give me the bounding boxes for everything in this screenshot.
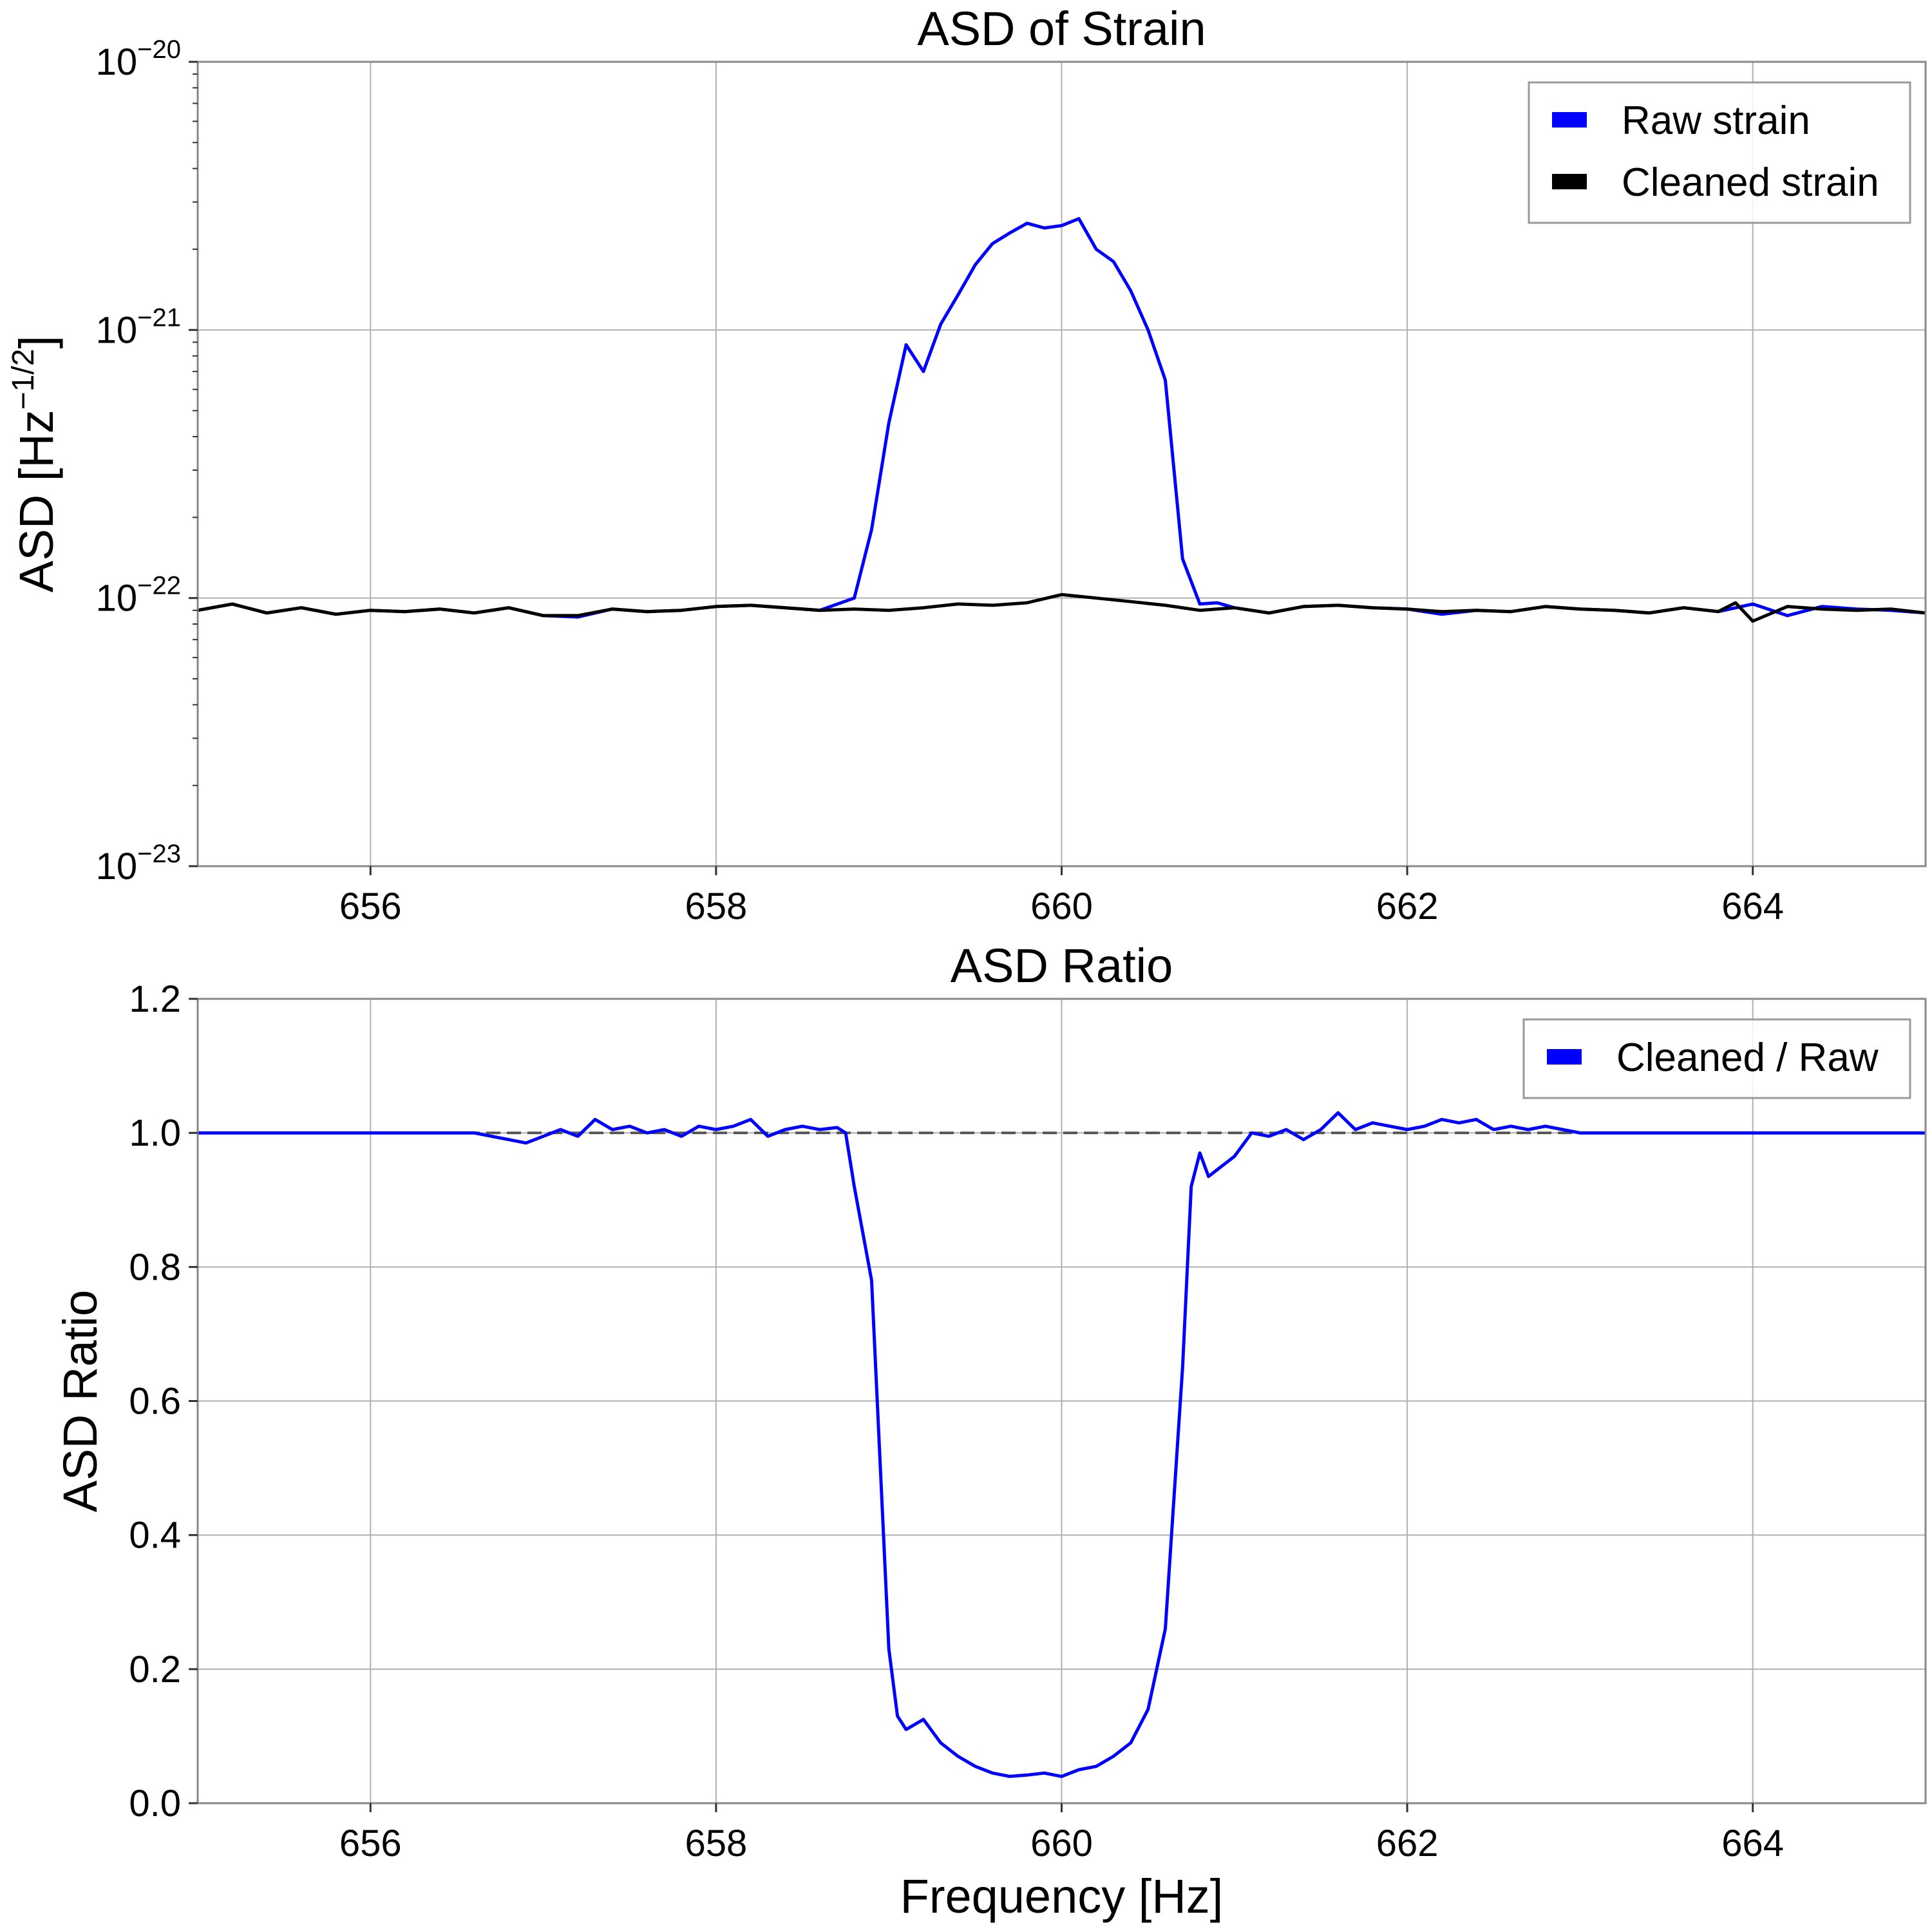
asd-strain-ytick-base: 10 xyxy=(96,578,138,620)
asd-ratio-legend: Cleaned / Raw xyxy=(1522,1018,1911,1099)
asd-ratio-ticks: 656 658 660 662 664 0.0 0.2 0.4 0.6 0.8 1.0 1.2 xyxy=(129,978,1784,1864)
asd-strain-ytick-exponent: −20 xyxy=(137,35,181,64)
asd-strain-ylabel-base: ASD [Hz xyxy=(10,410,63,592)
asd-strain-title: ASD of Strain xyxy=(917,2,1206,55)
asd-ratio-ylabel: ASD Ratio xyxy=(53,1290,107,1512)
asd-ratio-legend-swatch-cleaned-raw xyxy=(1547,1049,1582,1065)
asd-ratio-xtick-label-658: 658 xyxy=(685,1823,748,1864)
asd-strain-ytick-base: 10 xyxy=(96,309,138,351)
asd-strain-legend-swatch-cleaned-strain xyxy=(1552,174,1587,189)
asd-strain-ytick-exponent: −23 xyxy=(137,840,181,868)
asd-ratio-ytick-label-0.6: 0.6 xyxy=(129,1381,181,1423)
asd-ratio-xtick-label-664: 664 xyxy=(1721,1823,1784,1864)
asd-strain-legend-label-cleaned-strain: Cleaned strain xyxy=(1622,160,1879,205)
asd-ratio-gridlines xyxy=(198,998,1926,1804)
asd-ratio-xtick-label-662: 662 xyxy=(1376,1823,1439,1864)
asd-ratio-legend-label-cleaned-raw: Cleaned / Raw xyxy=(1616,1036,1879,1080)
asd-strain-xtick-label-656: 656 xyxy=(339,886,402,927)
asd-strain-legend-box xyxy=(1528,81,1911,224)
asd-strain-legend-swatch-raw-strain xyxy=(1552,112,1587,128)
asd-ratio-legend-box xyxy=(1522,1018,1911,1099)
asd-ratio-xtick-label-656: 656 xyxy=(339,1823,402,1864)
asd-strain-xtick-label-664: 664 xyxy=(1721,886,1784,927)
asd-ratio-ytick-label-1.0: 1.0 xyxy=(129,1112,181,1154)
asd-strain-ytick-label-10e−21: 10−21 xyxy=(96,303,181,351)
asd-ratio-ytick-label-1.2: 1.2 xyxy=(129,978,181,1020)
asd-strain-ytick-label-10e−22: 10−22 xyxy=(96,572,181,620)
asd-strain-ylabel-exponent: −1/2 xyxy=(6,349,41,410)
asd-strain-legend: Raw strain Cleaned strain xyxy=(1528,81,1911,224)
asd-ratio-ytick-label-0.8: 0.8 xyxy=(129,1246,181,1288)
asd-strain-ytick-label-10e−20: 10−20 xyxy=(96,35,181,83)
asd-ratio-series-cleaned-raw xyxy=(198,1111,1926,1778)
asd-ratio-xlabel: Frequency [Hz] xyxy=(900,1870,1224,1923)
asd-strain-xtick-label-660: 660 xyxy=(1030,886,1093,927)
asd-strain-legend-label-raw-strain: Raw strain xyxy=(1622,99,1810,143)
asd-strain-ytick-exponent: −22 xyxy=(137,572,181,600)
asd-strain-ytick-base: 10 xyxy=(96,846,138,887)
asd-ratio-title: ASD Ratio xyxy=(951,939,1173,992)
asd-ratio-ytick-label-0.0: 0.0 xyxy=(129,1783,181,1824)
asd-ratio-panel: 656 658 660 662 664 0.0 0.2 0.4 0.6 0.8 1.0 1.2 ASD… xyxy=(53,939,1927,1923)
asd-strain-ylabel: ASD [Hz−1/2] xyxy=(6,336,63,592)
asd-strain-ytick-label-10e−23: 10−23 xyxy=(96,840,181,887)
asd-strain-ylabel-end: ] xyxy=(10,336,63,349)
asd-ratio-xtick-label-660: 660 xyxy=(1030,1823,1093,1864)
asd-strain-ytick-exponent: −21 xyxy=(137,303,181,332)
asd-strain-ytick-base: 10 xyxy=(96,41,138,83)
asd-ratio-series xyxy=(198,1111,1926,1778)
asd-strain-xtick-label-658: 658 xyxy=(685,886,748,927)
asd-strain-series-cleaned-strain xyxy=(197,592,1926,623)
asd-strain-xtick-label-662: 662 xyxy=(1376,886,1439,927)
asd-ratio-ytick-label-0.4: 0.4 xyxy=(129,1515,181,1557)
asd-ratio-ytick-label-0.2: 0.2 xyxy=(129,1649,181,1690)
asd-strain-series xyxy=(197,217,1926,623)
